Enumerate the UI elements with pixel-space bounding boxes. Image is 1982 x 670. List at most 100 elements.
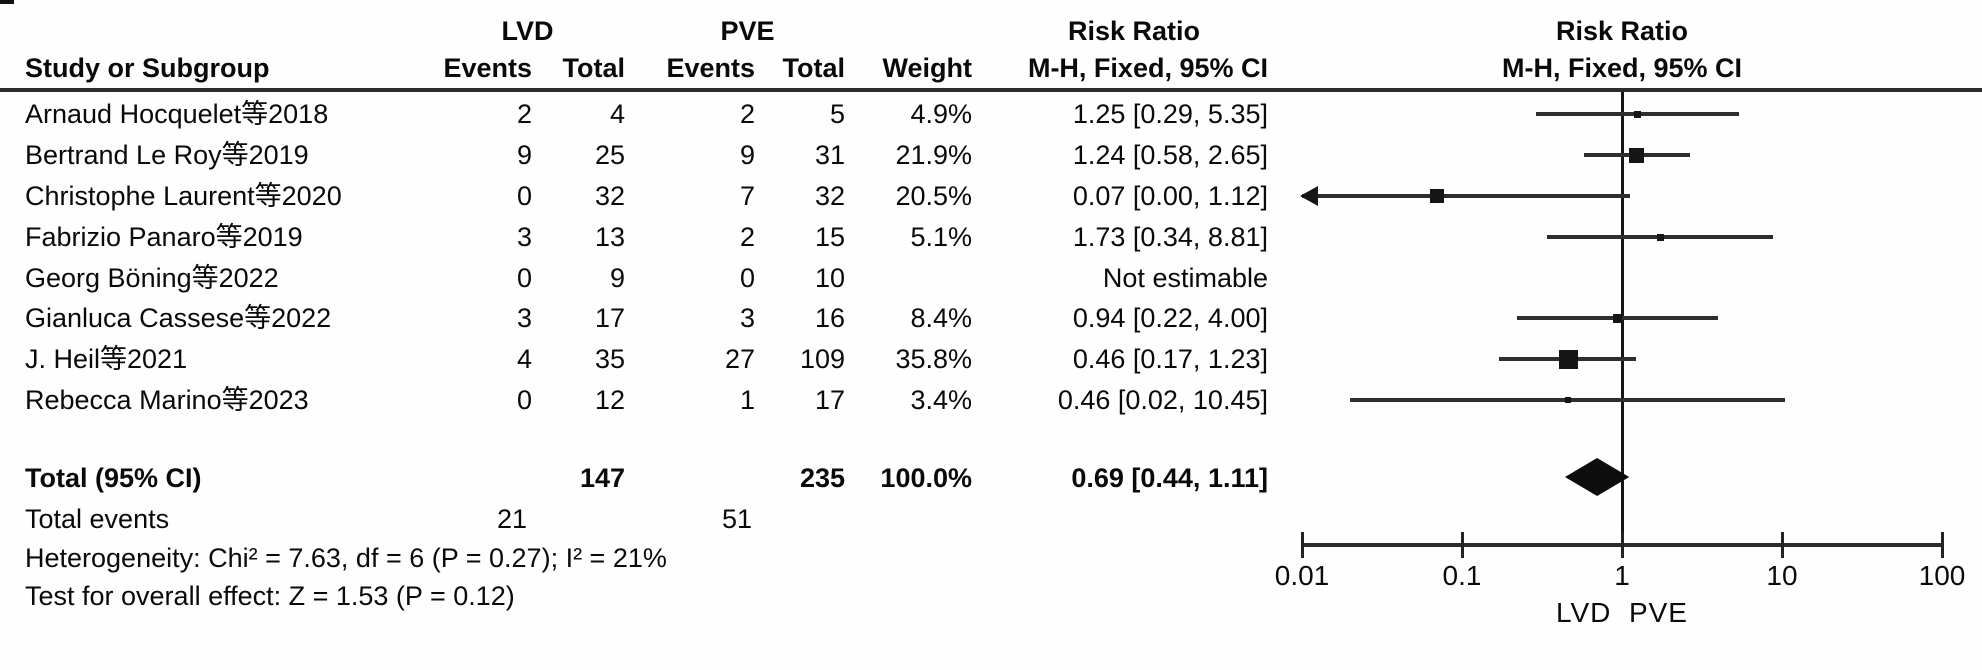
risk-ratio-value: 0.94 [0.22, 4.00] xyxy=(1072,303,1268,333)
weight-value: 8.4% xyxy=(910,303,972,333)
group2-total: 16 xyxy=(814,303,845,333)
group2-events: 3 xyxy=(739,303,755,333)
point-estimate-square xyxy=(1565,397,1572,403)
scan-artifact xyxy=(0,0,14,4)
group2-events: 0 xyxy=(739,263,755,293)
risk-ratio-value: 1.73 [0.34, 8.81] xyxy=(1072,222,1268,252)
point-estimate-square xyxy=(1558,349,1578,369)
group2-total: 5 xyxy=(829,99,845,129)
x-axis-tick-label: 1 xyxy=(1614,560,1630,591)
x-axis-tick-label: 10 xyxy=(1766,560,1798,591)
group2-events: 1 xyxy=(739,385,755,415)
point-estimate-square xyxy=(1629,147,1645,163)
group1-header: LVD xyxy=(501,16,554,46)
group1-total: 35 xyxy=(594,344,625,374)
group1-total: 12 xyxy=(594,385,625,415)
risk-ratio-value: 0.46 [0.02, 10.45] xyxy=(1057,385,1268,415)
risk-ratio-value: Not estimable xyxy=(1102,263,1268,293)
group2-events: 7 xyxy=(739,181,755,211)
risk-ratio-plot-header: Risk Ratio xyxy=(1555,16,1689,46)
x-axis-tick xyxy=(1621,532,1624,558)
total-events-label: Total events xyxy=(25,504,170,534)
point-estimate-square xyxy=(1634,110,1641,118)
weight-value: 3.4% xyxy=(910,385,972,415)
total-events-group2: 51 xyxy=(721,504,752,534)
study-name: Georg Böning等2022 xyxy=(25,263,279,293)
group1-total: 32 xyxy=(594,181,625,211)
confidence-interval-line xyxy=(1302,194,1630,198)
study-column-header: Study or Subgroup xyxy=(25,53,270,83)
group1-total: 13 xyxy=(594,222,625,252)
group2-total: 32 xyxy=(814,181,845,211)
group1-total: 25 xyxy=(594,140,625,170)
group1-events: 3 xyxy=(516,222,532,252)
method-column-header: M-H, Fixed, 95% CI xyxy=(1027,53,1268,83)
group2-total: 31 xyxy=(814,140,845,170)
x-axis-tick xyxy=(1781,532,1784,558)
weight-value: 5.1% xyxy=(910,222,972,252)
group2-total-header: Total xyxy=(782,53,846,83)
study-name: Christophe Laurent等2020 xyxy=(25,181,342,211)
group2-header: PVE xyxy=(720,16,775,46)
study-name: Arnaud Hocquelet等2018 xyxy=(25,99,329,129)
risk-ratio-column-header: Risk Ratio xyxy=(1067,16,1201,46)
group1-events: 9 xyxy=(516,140,532,170)
risk-ratio-value: 1.24 [0.58, 2.65] xyxy=(1072,140,1268,170)
group1-events: 0 xyxy=(516,263,532,293)
total-diamond xyxy=(1564,458,1630,496)
study-name: J. Heil等2021 xyxy=(25,344,188,374)
study-name: Gianluca Cassese等2022 xyxy=(25,303,332,333)
method-plot-header: M-H, Fixed, 95% CI xyxy=(1501,53,1743,83)
weight-value: 20.5% xyxy=(895,181,972,211)
overall-effect-test: Test for overall effect: Z = 1.53 (P = 0… xyxy=(25,581,515,611)
group2-total: 17 xyxy=(814,385,845,415)
x-axis-tick xyxy=(1941,532,1944,558)
total-row-label: Total (95% CI) xyxy=(25,463,202,493)
weight-value: 21.9% xyxy=(895,140,972,170)
header-rule xyxy=(0,88,1982,92)
group2-events: 2 xyxy=(739,222,755,252)
risk-ratio-value: 0.07 [0.00, 1.12] xyxy=(1072,181,1268,211)
heterogeneity-stats: Heterogeneity: Chi² = 7.63, df = 6 (P = … xyxy=(25,543,667,573)
study-name: Rebecca Marino等2023 xyxy=(25,385,309,415)
group1-events: 3 xyxy=(516,303,532,333)
group1-events: 0 xyxy=(516,385,532,415)
group2-total: 10 xyxy=(814,263,845,293)
axis-group-labels: LVD PVE xyxy=(1556,597,1688,628)
weight-column-header: Weight xyxy=(882,53,973,83)
group2-events-header: Events xyxy=(666,53,755,83)
group2-events: 9 xyxy=(739,140,755,170)
total-group1-n: 147 xyxy=(579,463,625,493)
weight-value: 35.8% xyxy=(895,344,972,374)
group1-events-header: Events xyxy=(443,53,532,83)
group1-events: 4 xyxy=(516,344,532,374)
group1-total: 9 xyxy=(609,263,625,293)
point-estimate-square xyxy=(1656,233,1664,241)
study-name: Bertrand Le Roy等2019 xyxy=(25,140,309,170)
group1-events: 0 xyxy=(516,181,532,211)
group2-total: 15 xyxy=(814,222,845,252)
total-events-group1: 21 xyxy=(496,504,527,534)
total-weight: 100.0% xyxy=(880,463,972,493)
point-estimate-square xyxy=(1430,189,1445,203)
study-name: Fabrizio Panaro等2019 xyxy=(25,222,303,252)
group1-events: 2 xyxy=(516,99,532,129)
group1-total-header: Total xyxy=(562,53,626,83)
x-axis-tick xyxy=(1301,532,1304,558)
risk-ratio-value: 0.46 [0.17, 1.23] xyxy=(1072,344,1268,374)
x-axis-tick xyxy=(1461,532,1464,558)
weight-value: 4.9% xyxy=(910,99,972,129)
group2-events: 2 xyxy=(739,99,755,129)
ci-offscale-arrow xyxy=(1300,186,1318,206)
risk-ratio-value: 1.25 [0.29, 5.35] xyxy=(1072,99,1268,129)
x-axis-tick-label: 100 xyxy=(1918,560,1966,591)
group1-total: 17 xyxy=(594,303,625,333)
x-axis-tick-label: 0.01 xyxy=(1274,560,1330,591)
total-group2-n: 235 xyxy=(799,463,845,493)
group1-total: 4 xyxy=(609,99,625,129)
point-estimate-square xyxy=(1613,313,1623,323)
x-axis-tick-label: 0.1 xyxy=(1442,560,1482,591)
group2-events: 27 xyxy=(724,344,755,374)
group2-total: 109 xyxy=(799,344,845,374)
